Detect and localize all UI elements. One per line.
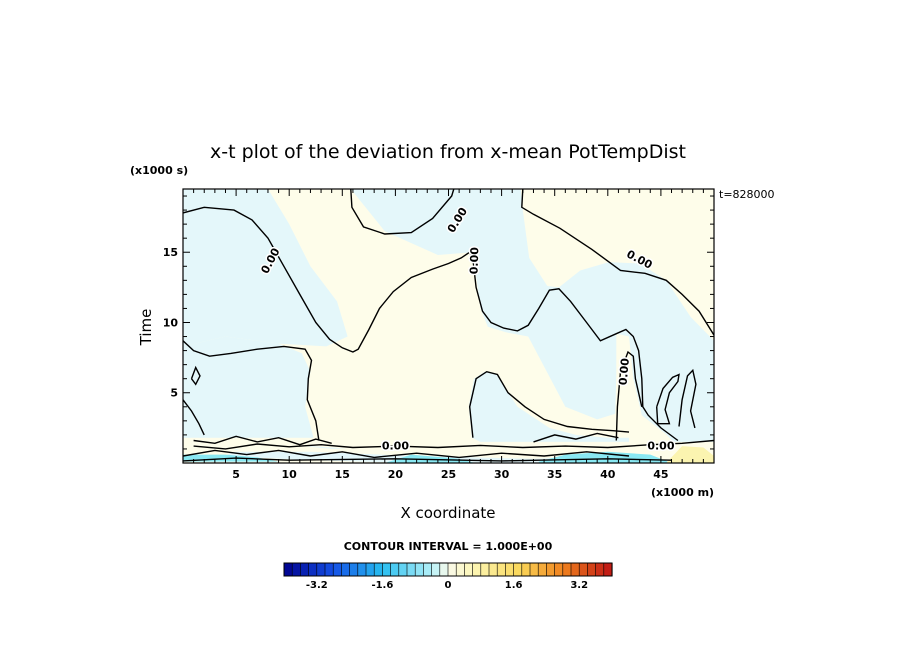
contour-interval-text: CONTOUR INTERVAL = 1.000E+00 [344,540,553,553]
contour-line-10 [193,435,332,446]
contour-line-5 [183,399,205,436]
colorbar-tick-label: -1.6 [371,580,393,591]
colorbar-cell [308,562,318,577]
colorbar-cell [291,562,302,577]
x-tick-label: 45 [653,468,668,481]
colorbar-cell [365,562,375,577]
contour-line-1 [350,189,455,235]
colorbar-cell [562,562,572,577]
y-tick-label: 15 [163,246,178,259]
axis-ticks: 5 10 15 20 25 30 35 40 45 5 10 15 [163,189,714,481]
colorbar-cell [398,562,408,577]
x-tick-label: 20 [388,468,404,481]
x-tick-label: 30 [494,468,510,481]
shaded-regions [183,189,714,463]
colorbar-tick-label: 1.6 [505,580,523,591]
x-axis-unit: (x1000 m) [651,486,714,499]
colorbar-tick-label: 3.2 [570,580,588,591]
colorbar-cell [578,562,589,577]
yellow-region-0 [666,446,714,463]
colorbar-cell [406,562,416,577]
colorbar-cell [496,562,507,577]
x-tick-label: 15 [335,468,350,481]
colorbar-cell [505,562,515,577]
colorbar-cell [439,562,449,577]
x-tick-label: 5 [232,468,240,481]
colorbar-cell [546,562,556,577]
contour-line-7 [615,350,643,441]
chart-title: x-t plot of the deviation from x-mean Po… [210,141,686,163]
x-axis-label: X coordinate [400,504,495,522]
x-tick-label: 25 [441,468,456,481]
contour-label-4: 0.00 [617,357,632,386]
colorbar-cell [447,562,457,577]
colorbar-cell [554,562,564,577]
colorbar-tick-label: 0 [445,580,452,591]
colorbar-cell [513,562,523,577]
contour-line-3 [183,340,320,441]
plot-area: 0.000.000.00 0.000.000.00 0.00 5 10 15 20 25 30… [163,188,715,481]
contour-line-6 [468,370,630,438]
time-stamp: t=828000 [719,188,775,201]
colorbar-cell [529,562,539,577]
x-tick-label: 10 [282,468,298,481]
contour-line-14 [533,432,619,443]
contour-line-12 [183,449,630,459]
y-tick-label: 10 [163,316,179,329]
contour-label-5: 0.00 [382,439,409,452]
colorbar-cell [414,562,425,577]
y-axis-unit: (x1000 s) [130,164,188,177]
x-tick-label: 35 [547,468,562,481]
colorbar-cell [455,562,466,577]
colorbar-cell [324,562,334,577]
contour-line-8 [656,373,680,425]
colorbar-cell [423,562,433,577]
colorbar-frame [283,562,613,577]
contour-label-6: 0.00 [647,439,674,452]
contour-line-4 [190,365,201,386]
y-axis-label: Time [137,309,155,347]
colorbar-cell [537,562,548,577]
colorbar-cell [390,562,400,577]
colorbar-cell [357,562,367,577]
colorbar-cell [521,562,531,577]
colorbar-cell [316,562,326,577]
contour-label-2: 0.00 [468,247,482,275]
colorbar-cell [300,562,310,577]
colorbar-cell [332,562,343,577]
colorbar-cell [382,562,392,577]
y-tick-label: 5 [170,387,178,400]
colorbar-cell [341,562,351,577]
colorbar-cell [488,562,498,577]
negative-region-2 [350,189,714,442]
colorbar-cell [595,562,605,577]
colorbar-cell [472,562,482,577]
contour-line-2 [521,189,714,336]
contour-line-9 [678,368,697,429]
x-tick-label: 40 [600,468,616,481]
colorbar-cell [480,562,490,577]
colorbar-cell [349,562,359,577]
colorbar-cell [283,562,293,577]
colorbar-cell [587,562,597,577]
colorbar-cell [464,562,474,577]
colorbar-cell [373,562,384,577]
negative-region-1 [183,336,314,438]
negative-region-3 [468,371,629,442]
colorbar-cell [570,562,580,577]
colorbar-tick-label: -3.2 [306,580,328,591]
colorbar: -3.2 -1.6 0 1.6 3.2 [283,562,613,591]
colorbar-cell [603,562,613,577]
colorbar-cell [431,562,441,577]
contour-line-0 [183,206,679,442]
contour-line-11 [193,439,714,450]
